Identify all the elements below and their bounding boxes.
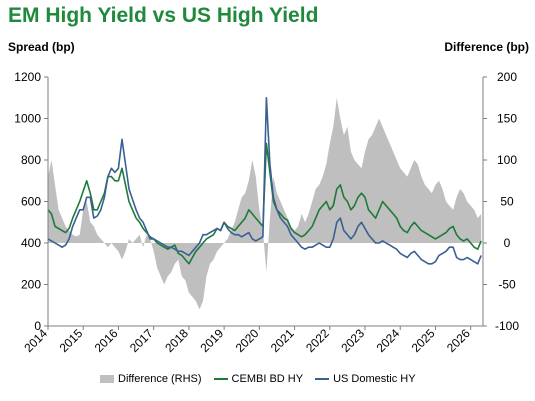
x-tick-label: 2016 <box>92 326 121 355</box>
y-tick-label-left: 800 <box>21 153 41 167</box>
legend-label-difference: Difference (RHS) <box>118 373 202 385</box>
y-tick-label-right: 50 <box>500 195 514 209</box>
y-tick-label-right: -100 <box>495 319 519 333</box>
legend-item-difference: Difference (RHS) <box>100 373 202 385</box>
legend-item-cembi: CEMBI BD HY <box>213 373 304 385</box>
legend-label-us-hy: US Domestic HY <box>333 373 416 385</box>
x-tick-label: 2018 <box>162 326 191 355</box>
y-tick-label-right: 150 <box>497 112 517 126</box>
x-tick-label: 2026 <box>444 326 473 355</box>
x-tick-label: 2019 <box>197 326 226 355</box>
y-axis-label-left: Spread (bp) <box>8 40 75 54</box>
x-tick-label: 2020 <box>233 326 262 355</box>
series-area-difference <box>48 97 482 310</box>
legend-item-us-hy: US Domestic HY <box>315 373 416 385</box>
y-tick-label-left: 600 <box>21 195 41 209</box>
x-tick-label: 2014 <box>21 326 50 355</box>
legend-swatch-difference <box>100 375 114 383</box>
legend-swatch-cembi <box>213 378 228 380</box>
y-tick-label-left: 0 <box>34 319 41 333</box>
x-tick-label: 2023 <box>338 326 367 355</box>
x-tick-label: 2022 <box>303 326 332 355</box>
chart-title: EM High Yield vs US High Yield <box>8 4 319 27</box>
y-tick-label-left: 400 <box>21 236 41 250</box>
y-tick-label-right: 100 <box>497 153 517 167</box>
x-tick-label: 2025 <box>409 326 438 355</box>
y-tick-label-left: 1000 <box>14 112 41 126</box>
y-tick-label-right: -50 <box>498 278 516 292</box>
y-tick-label-right: 200 <box>497 70 517 84</box>
y-tick-label-left: 200 <box>21 278 41 292</box>
x-tick-label: 2015 <box>57 326 86 355</box>
chart-legend: Difference (RHS) CEMBI BD HY US Domestic… <box>100 373 428 385</box>
x-tick-label: 2021 <box>268 326 297 355</box>
y-tick-label-left: 1200 <box>14 70 41 84</box>
legend-swatch-us-hy <box>315 378 330 380</box>
legend-label-cembi: CEMBI BD HY <box>231 373 304 385</box>
x-tick-label: 2024 <box>374 326 403 355</box>
y-axis-label-right: Difference (bp) <box>444 40 529 54</box>
x-tick-label: 2017 <box>127 326 156 355</box>
series-line-us-domestic-hy <box>47 97 482 265</box>
y-tick-label-right: 0 <box>504 236 511 250</box>
